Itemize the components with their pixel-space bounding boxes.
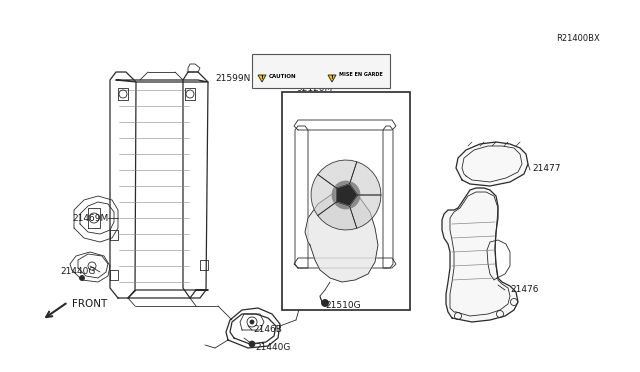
Polygon shape (442, 188, 518, 322)
Circle shape (321, 299, 328, 307)
Polygon shape (311, 174, 336, 215)
Circle shape (340, 189, 352, 201)
Polygon shape (349, 195, 381, 228)
Polygon shape (258, 75, 266, 82)
Text: FRONT: FRONT (72, 299, 108, 309)
Text: 21440G: 21440G (255, 343, 291, 352)
Text: 2146B: 2146B (253, 326, 282, 334)
Bar (252, 54, 390, 88)
Bar (282, 92, 410, 310)
Text: R21400BX: R21400BX (556, 33, 600, 42)
Circle shape (249, 341, 255, 347)
Polygon shape (456, 142, 528, 186)
Polygon shape (450, 192, 510, 316)
Text: MISE EN GARDE: MISE EN GARDE (339, 71, 383, 77)
Text: 21510G: 21510G (325, 301, 360, 310)
Circle shape (79, 276, 84, 280)
Text: 21469M: 21469M (72, 214, 108, 222)
Polygon shape (349, 162, 381, 195)
Circle shape (332, 181, 360, 209)
Polygon shape (328, 75, 336, 82)
Polygon shape (317, 202, 357, 230)
Circle shape (250, 320, 254, 324)
Text: 21476: 21476 (510, 285, 538, 295)
Text: !: ! (331, 75, 333, 80)
Text: CAUTION: CAUTION (269, 74, 296, 78)
Text: 21599N: 21599N (215, 74, 250, 83)
Text: 21477: 21477 (532, 164, 561, 173)
Polygon shape (305, 190, 378, 282)
Polygon shape (317, 160, 357, 188)
Text: 92120M: 92120M (297, 83, 333, 93)
Text: !: ! (260, 75, 264, 80)
Text: 21440G: 21440G (60, 267, 95, 276)
